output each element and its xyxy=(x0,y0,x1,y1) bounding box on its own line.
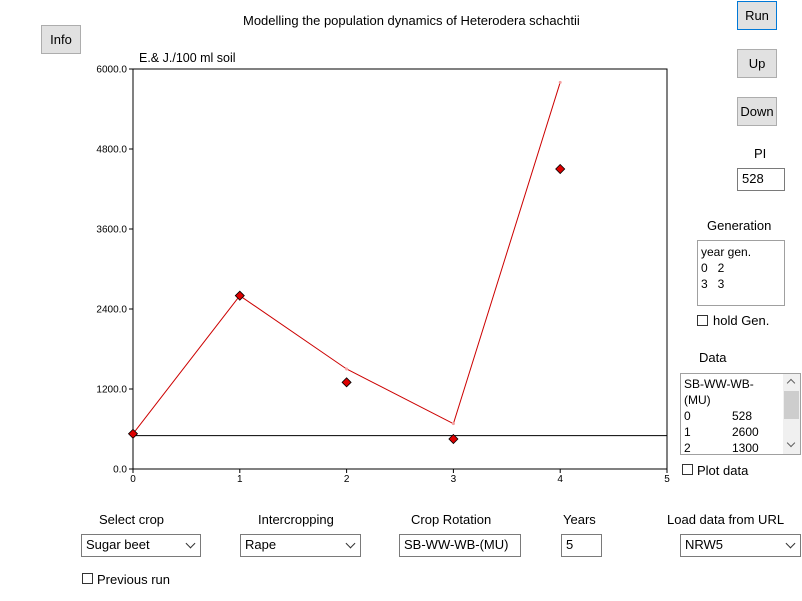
pi-label: PI xyxy=(754,146,767,161)
x-tick-label: 1 xyxy=(237,474,243,485)
line-point xyxy=(345,367,349,371)
generation-line: 3 3 xyxy=(701,277,725,291)
select-crop-label: Select crop xyxy=(99,512,165,527)
load-url-label: Load data from URL xyxy=(667,512,785,527)
generation-line: year gen. xyxy=(701,245,752,259)
data-line: 0 528 xyxy=(684,409,753,423)
y-tick-label: 0.0 xyxy=(113,465,127,476)
data-label: Data xyxy=(699,350,727,365)
line-point xyxy=(451,422,455,426)
generation-label: Generation xyxy=(707,218,772,233)
generation-line: 0 2 xyxy=(701,261,725,275)
info-button[interactable]: Info xyxy=(41,25,81,54)
load-url-dropdown[interactable]: NRW5 xyxy=(680,534,801,557)
run-button[interactable]: Run xyxy=(737,1,777,30)
observed-point xyxy=(127,428,139,439)
line-point xyxy=(558,80,562,84)
intercropping-dropdown[interactable]: Rape xyxy=(240,534,361,557)
select-crop-dropdown[interactable]: Sugar beet xyxy=(81,534,201,557)
up-button[interactable]: Up xyxy=(737,49,777,78)
previous-run-checkbox[interactable] xyxy=(82,573,93,584)
x-tick-label: 5 xyxy=(664,474,670,485)
chevron-down-icon xyxy=(185,538,196,549)
select-crop-value: Sugar beet xyxy=(86,537,150,552)
x-tick-label: 3 xyxy=(451,474,457,485)
plot-data-label: Plot data xyxy=(697,463,749,478)
data-line: SB-WW-WB- xyxy=(684,377,754,391)
y-tick-label: 4800.0 xyxy=(96,145,127,156)
intercropping-value: Rape xyxy=(245,537,277,552)
y-tick-label: 6000.0 xyxy=(96,65,127,76)
y-tick-label: 1200.0 xyxy=(96,385,127,396)
generation-list[interactable]: year gen. 0 2 3 3 xyxy=(697,240,785,306)
y-tick-label: 3600.0 xyxy=(96,225,127,236)
chevron-down-icon xyxy=(785,538,796,549)
data-line: 1 2600 xyxy=(684,425,759,439)
plot-data-checkbox[interactable] xyxy=(682,464,693,475)
observed-point xyxy=(555,163,566,175)
previous-run-label: Previous run xyxy=(97,572,170,587)
x-tick-label: 0 xyxy=(130,474,136,485)
intercropping-label: Intercropping xyxy=(258,512,334,527)
data-line: 2 1300 xyxy=(684,441,759,455)
data-list[interactable]: SB-WW-WB- (MU) 0 528 1 2600 2 1300 xyxy=(680,373,801,455)
population-chart: E.& J./100 ml soil 0.0 1200.0 2400.0 3600.0… xyxy=(96,51,670,485)
scroll-down-icon[interactable] xyxy=(786,438,796,448)
observed-point xyxy=(341,377,352,388)
observed-point xyxy=(448,433,459,445)
years-label: Years xyxy=(563,512,596,527)
load-url-value: NRW5 xyxy=(685,537,724,552)
years-input[interactable]: 5 xyxy=(561,534,602,557)
x-tick-label: 2 xyxy=(344,474,350,485)
data-scrollbar[interactable] xyxy=(783,374,800,454)
scroll-up-icon[interactable] xyxy=(786,378,796,388)
observed-point xyxy=(234,290,245,301)
hold-gen-label: hold Gen. xyxy=(713,313,770,328)
hold-gen-checkbox[interactable] xyxy=(697,315,708,326)
chevron-down-icon xyxy=(345,538,356,549)
crop-rotation-label: Crop Rotation xyxy=(411,512,492,527)
down-button[interactable]: Down xyxy=(737,97,777,126)
crop-rotation-input[interactable]: SB-WW-WB-(MU) xyxy=(399,534,521,557)
x-tick-label: 4 xyxy=(557,474,563,485)
scroll-thumb[interactable] xyxy=(784,391,799,419)
plot-area xyxy=(132,68,668,470)
data-line: (MU) xyxy=(684,393,711,407)
y-tick-label: 2400.0 xyxy=(96,305,127,316)
chart-title: Modelling the population dynamics of Het… xyxy=(243,13,580,28)
y-axis-label: E.& J./100 ml soil xyxy=(139,51,236,65)
pi-input[interactable]: 528 xyxy=(737,168,785,191)
